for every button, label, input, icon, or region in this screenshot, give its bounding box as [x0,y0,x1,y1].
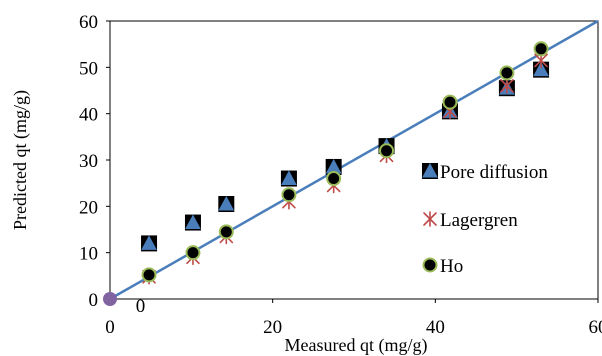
y-tick-label: 50 [79,58,98,79]
ho-point [281,187,297,203]
y-tick-label: 10 [79,244,98,265]
pore-diffusion-point [325,158,342,175]
y-tick-label: 40 [79,105,98,126]
legend-label-pore-diffusion: Pore diffusion [440,162,548,183]
x-tick-label: 20 [263,317,282,338]
legend-marker-ho [422,257,438,273]
x-axis-title: Measured qt (mg/g) [285,335,428,356]
y-axis-title: Predicted qt (mg/g) [10,90,31,230]
legend-marker-pore-diffusion [422,162,438,179]
y-tick-label: 0 [89,290,99,311]
legend-marker-lagergren [423,211,437,227]
pore-diffusion-point [184,214,201,231]
y-tick-label: 30 [79,151,98,172]
ho-point [533,41,549,57]
legend-label-lagergren: Lagergren [440,210,518,231]
fit-line [109,19,599,301]
lagergren-point [500,78,514,94]
reference-line-layer [109,19,599,301]
legend: Pore diffusion Lagergren Ho [422,162,548,277]
pore-diffusion-point [533,61,550,78]
origin-point [103,292,117,306]
y-tick-label: 60 [79,12,98,33]
x-tick-label: 40 [426,317,445,338]
pore-diffusion-point [141,235,158,252]
x-tick-label: 0 [105,317,115,338]
ho-point [141,267,157,283]
ho-point [218,224,234,240]
ho-point [442,94,458,110]
points-layer: 0 [103,41,550,317]
ho-point [326,171,342,187]
ho-point [185,245,201,261]
y-tick-label: 20 [79,197,98,218]
ho-point [379,143,395,159]
pore-diffusion-point [280,170,297,187]
pore-diffusion-point [218,195,235,213]
legend-label-ho: Ho [440,256,463,277]
annotation-label: 0 [136,296,146,317]
x-tick-label: 60 [589,317,602,338]
tick-layer: 0 10 20 30 40 50 60 0 20 40 60 [79,12,602,338]
ho-point [499,65,515,81]
